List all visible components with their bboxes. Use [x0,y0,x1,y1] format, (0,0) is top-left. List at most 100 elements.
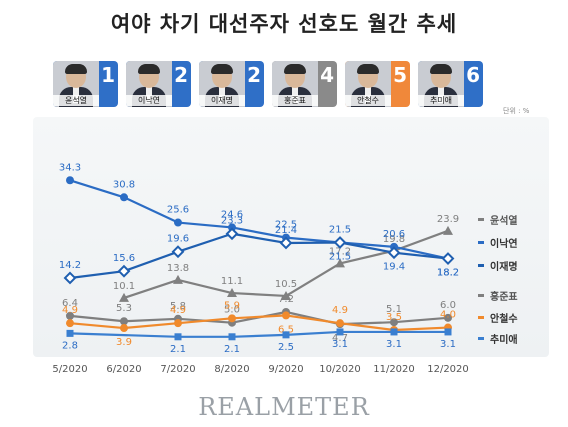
data-point [120,193,128,202]
data-label: 19.8 [383,234,405,245]
data-label: 15.6 [113,253,135,264]
data-label: 23.9 [437,214,459,225]
x-tick-label: 8/2020 [214,364,249,375]
legend-swatch [478,241,484,244]
legend-swatch [478,264,484,267]
candidate-card: 추미애 6 [418,61,483,107]
data-point [228,314,236,323]
x-tick-label: 5/2020 [52,364,87,375]
x-tick-label: 12/2020 [427,364,469,375]
data-point [443,225,453,235]
data-point [66,311,74,320]
data-label: 3.1 [440,339,456,350]
data-label: 5.0 [224,305,240,316]
data-label: 17.2 [329,246,351,257]
data-point [227,288,237,298]
data-label: 21.5 [329,224,351,235]
legend-label: 이낙연 [490,237,518,250]
data-label: 18.2 [437,268,459,279]
data-label: 3.5 [386,312,402,323]
candidate-name: 이낙연 [126,95,172,106]
data-point [281,290,291,300]
data-label: 2.8 [62,340,78,351]
data-label: 10.1 [113,281,135,292]
series-line [69,232,449,280]
data-point [228,333,236,341]
data-point [63,271,77,285]
data-label: 10.5 [275,279,297,290]
data-label: 34.3 [59,162,81,173]
candidate-rank: 1 [101,63,115,87]
data-point [441,252,455,265]
data-label: 6.4 [62,298,78,309]
legend-label: 안철수 [490,312,518,325]
data-label: 2.1 [224,344,240,355]
data-label: 3.1 [332,339,348,350]
data-label: 4.9 [62,305,78,316]
candidate-card: 이낙연 2 [126,61,191,107]
data-label: 20.6 [383,229,405,240]
data-point [444,328,452,336]
data-point [225,227,239,241]
data-label: 7.2 [278,294,294,305]
data-point [66,319,74,328]
data-label: 18.2 [437,268,459,279]
data-label: 2.1 [170,344,186,355]
chart-title: 여야 차기 대선주자 선호도 월간 추세 [110,12,458,36]
data-label: 22.5 [275,220,297,231]
data-label: 4.7 [332,333,348,344]
legend-label: 추미애 [490,333,518,346]
candidate-card: 이재명 2 [199,61,264,107]
candidate-rank: 4 [320,63,334,87]
legend-swatch [478,294,484,297]
data-point [282,331,290,339]
realmeter-logo: REALMETER [198,393,370,421]
candidate-rank: 5 [393,63,407,87]
data-point [66,329,74,337]
data-label: 3.9 [116,337,132,348]
data-point [120,324,128,333]
candidate-rank: 6 [466,63,480,87]
data-point [120,317,128,326]
x-tick-label: 9/2020 [268,364,303,375]
data-label: 6.0 [440,300,456,311]
series-line [69,179,449,260]
data-point [390,328,398,336]
data-point [66,176,74,185]
data-point [336,328,344,336]
data-label: 4.9 [332,305,348,316]
legend-label: 이재명 [490,260,518,273]
data-label: 25.6 [167,205,189,216]
data-label: 21.4 [275,225,297,236]
candidate-name: 이재명 [199,95,245,106]
data-point [387,246,401,260]
candidate-name: 홍준표 [272,95,318,106]
data-label: 13.8 [167,263,189,274]
data-point [444,313,452,322]
data-point [282,311,290,320]
candidate-rank: 2 [247,63,261,87]
data-label: 24.6 [221,209,243,220]
data-label: 14.2 [59,260,81,271]
data-label: 5.3 [116,303,132,314]
candidate-cards: 윤석열 1 이낙연 2 이재명 2 홍준표 4 안철수 5 추미애 6 [53,61,483,107]
candidate-name: 윤석열 [53,95,99,106]
unit-label: 단위 : % [503,107,530,115]
candidate-name: 안철수 [345,95,391,106]
data-point [171,245,185,259]
data-point [333,236,347,249]
x-tick-label: 11/2020 [373,364,415,375]
series-line [69,314,449,332]
legend-label: 윤석열 [490,214,518,227]
data-label: 23.3 [221,216,243,227]
data-label: 5.1 [386,304,402,315]
data-point [390,318,398,327]
data-label: 4.9 [170,305,186,316]
data-label: 3.1 [386,339,402,350]
data-point [336,319,344,328]
data-point [279,236,293,250]
x-tick-label: 7/2020 [160,364,195,375]
legend-swatch [478,337,484,340]
candidate-rank: 2 [174,63,188,87]
